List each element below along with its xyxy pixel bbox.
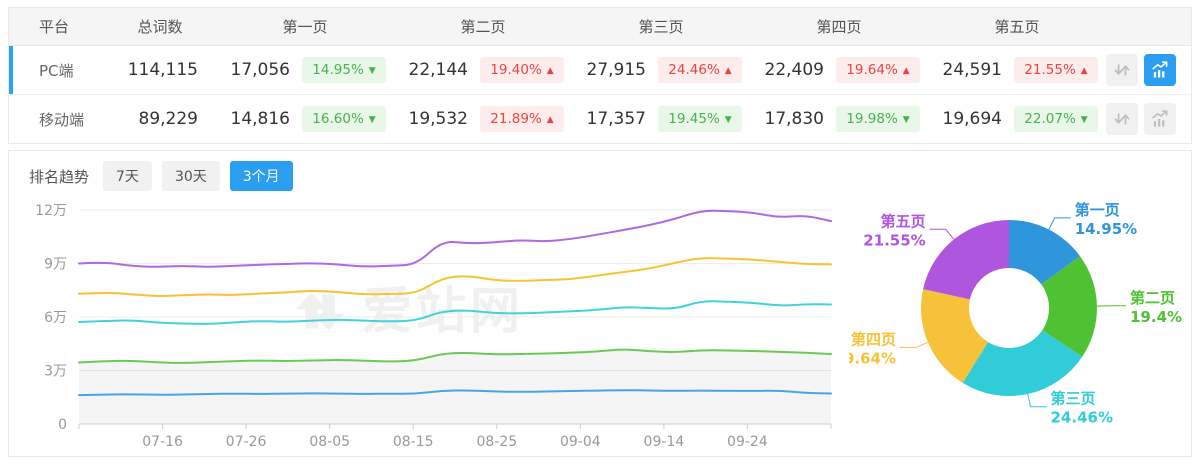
col-header-total-words: 总词数 xyxy=(137,18,183,36)
page4-change-badge: 19.98% xyxy=(836,106,920,132)
trend-line-chart-area: 爱站网 0 3万 6万 9万 12万 07-16 07-26 08-05 08-15 08-25 0… xyxy=(9,190,849,452)
tab-30-days[interactable]: 30天 xyxy=(161,161,220,191)
page2-count: 19,532 xyxy=(408,109,468,129)
rank-trend-section: 排名趋势 7天 30天 3个月 爱站网 0 3万 6万 9万 12万 07-16 07-26… xyxy=(8,150,1192,457)
trend-chart-button[interactable] xyxy=(1144,103,1176,135)
page4-cell: 22,409 19.64% xyxy=(750,57,928,83)
svg-text:0: 0 xyxy=(58,417,67,433)
sort-button[interactable] xyxy=(1106,103,1138,135)
page5-change-badge: 22.07% xyxy=(1014,106,1098,132)
row-actions xyxy=(1106,103,1192,135)
tab-3-months[interactable]: 3个月 xyxy=(229,161,293,191)
trend-chart-button[interactable] xyxy=(1144,54,1176,86)
tab-7-days[interactable]: 7天 xyxy=(103,161,152,191)
page1-change-badge: 14.95% xyxy=(302,57,386,83)
svg-text:07-26: 07-26 xyxy=(226,434,267,450)
svg-text:6万: 6万 xyxy=(44,310,67,326)
col-header-page3: 第三页 xyxy=(638,18,684,36)
svg-text:09-14: 09-14 xyxy=(644,434,685,450)
sort-button[interactable] xyxy=(1106,54,1138,86)
page5-cell: 24,591 21.55% xyxy=(928,57,1106,83)
page4-change-badge: 19.64% xyxy=(836,57,920,83)
svg-text:08-05: 08-05 xyxy=(309,434,350,450)
svg-text:09-04: 09-04 xyxy=(560,434,601,450)
page4-count: 22,409 xyxy=(764,60,824,80)
page5-cell: 19,694 22.07% xyxy=(928,106,1106,132)
page3-cell: 17,357 19.45% xyxy=(572,106,750,132)
page1-change-badge: 16.60% xyxy=(302,106,386,132)
svg-text:07-16: 07-16 xyxy=(142,434,183,450)
col-header-platform: 平台 xyxy=(39,18,70,36)
trend-toolbar: 排名趋势 7天 30天 3个月 xyxy=(9,151,1191,191)
page5-count: 19,694 xyxy=(942,109,1002,129)
page1-count: 17,056 xyxy=(230,60,290,80)
page5-change-badge: 21.55% xyxy=(1014,57,1098,83)
trend-chart-icon xyxy=(1152,61,1168,78)
col-header-page5: 第五页 xyxy=(994,18,1040,36)
svg-text:3万: 3万 xyxy=(44,364,67,380)
svg-text:第四页19.64%: 第四页19.64% xyxy=(849,330,896,367)
page3-change-badge: 19.45% xyxy=(658,106,742,132)
page3-count: 17,357 xyxy=(586,109,646,129)
svg-text:08-25: 08-25 xyxy=(476,434,517,450)
table-row-pc[interactable]: PC端 114,115 17,056 14.95% 22,144 19.40% … xyxy=(9,46,1191,95)
platform-label: PC端 xyxy=(39,61,74,80)
page5-count: 24,591 xyxy=(942,60,1002,80)
col-header-page2: 第二页 xyxy=(460,18,506,36)
total-words-value: 114,115 xyxy=(127,60,198,80)
page2-change-badge: 21.89% xyxy=(480,106,564,132)
platform-label: 移动端 xyxy=(39,110,85,129)
svg-text:08-15: 08-15 xyxy=(393,434,434,450)
page1-cell: 17,056 14.95% xyxy=(216,57,394,83)
charts-area: 爱站网 0 3万 6万 9万 12万 07-16 07-26 08-05 08-15 08-25 0… xyxy=(9,190,1191,452)
page1-count: 14,816 xyxy=(230,109,290,129)
page1-cell: 14,816 16.60% xyxy=(216,106,394,132)
table-header-row: 平台 总词数 第一页 第二页 第三页 第四页 第五页 xyxy=(9,8,1191,46)
rank-table: 平台 总词数 第一页 第二页 第三页 第四页 第五页 PC端 114,115 1… xyxy=(8,7,1192,144)
page2-cell: 19,532 21.89% xyxy=(394,106,572,132)
page2-change-badge: 19.40% xyxy=(480,57,564,83)
svg-text:9万: 9万 xyxy=(44,257,67,273)
table-row-mobile[interactable]: 移动端 89,229 14,816 16.60% 19,532 21.89% 1… xyxy=(9,95,1191,143)
total-words-value: 89,229 xyxy=(138,109,198,129)
page3-cell: 27,915 24.46% xyxy=(572,57,750,83)
sort-arrows-icon xyxy=(1114,64,1130,76)
page2-count: 22,144 xyxy=(408,60,468,80)
col-header-page4: 第四页 xyxy=(816,18,862,36)
page3-change-badge: 24.46% xyxy=(658,57,742,83)
trend-line-chart: 0 3万 6万 9万 12万 07-16 07-26 08-05 08-15 08-25 09-04… xyxy=(35,203,832,450)
page4-count: 17,830 xyxy=(764,109,824,129)
page2-cell: 22,144 19.40% xyxy=(394,57,572,83)
row-actions xyxy=(1106,54,1192,86)
svg-text:12万: 12万 xyxy=(35,203,67,219)
col-header-page1: 第一页 xyxy=(282,18,328,36)
sort-arrows-icon xyxy=(1114,113,1130,125)
svg-text:09-24: 09-24 xyxy=(727,434,768,450)
page3-count: 27,915 xyxy=(586,60,646,80)
trend-chart-icon xyxy=(1152,110,1168,127)
page4-cell: 17,830 19.98% xyxy=(750,106,928,132)
trend-section-title: 排名趋势 xyxy=(29,167,90,186)
